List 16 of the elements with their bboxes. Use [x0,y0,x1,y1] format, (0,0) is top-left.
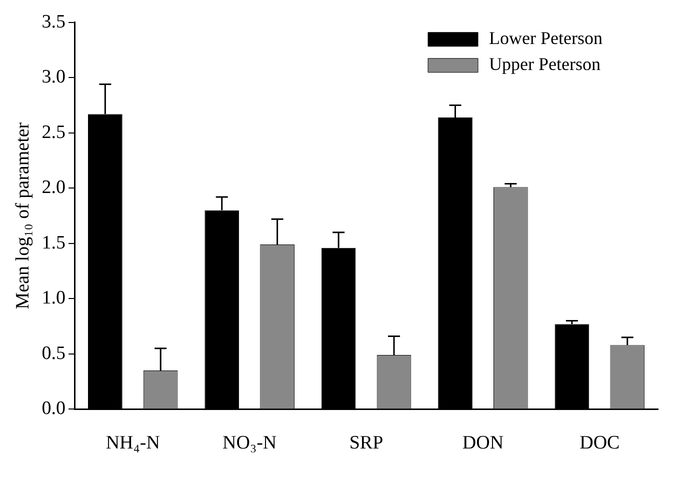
legend-label: Upper Peterson [489,54,600,74]
y-tick-label: 0.5 [42,342,66,364]
y-tick-label: 1.5 [42,232,66,254]
y-tick-label: 2.0 [42,177,66,198]
y-axis-title: Mean log₁₀ of parameter [12,122,34,310]
x-tick-label: SRP [349,432,384,454]
y-tick-label: 2.5 [42,122,66,143]
legend-label: Lower Peterson [489,28,602,48]
x-tick-label: DON [462,432,504,454]
y-tick-label: 3.0 [42,66,66,88]
x-tick-label: NH₄-N [106,432,160,454]
x-tick-label: DOC [580,432,620,454]
x-tick-label: NO₃-N [222,432,277,454]
y-tick-label: 1.0 [42,288,66,309]
y-tick-label: 3.5 [42,11,66,32]
y-tick-label: 0.0 [42,398,66,420]
